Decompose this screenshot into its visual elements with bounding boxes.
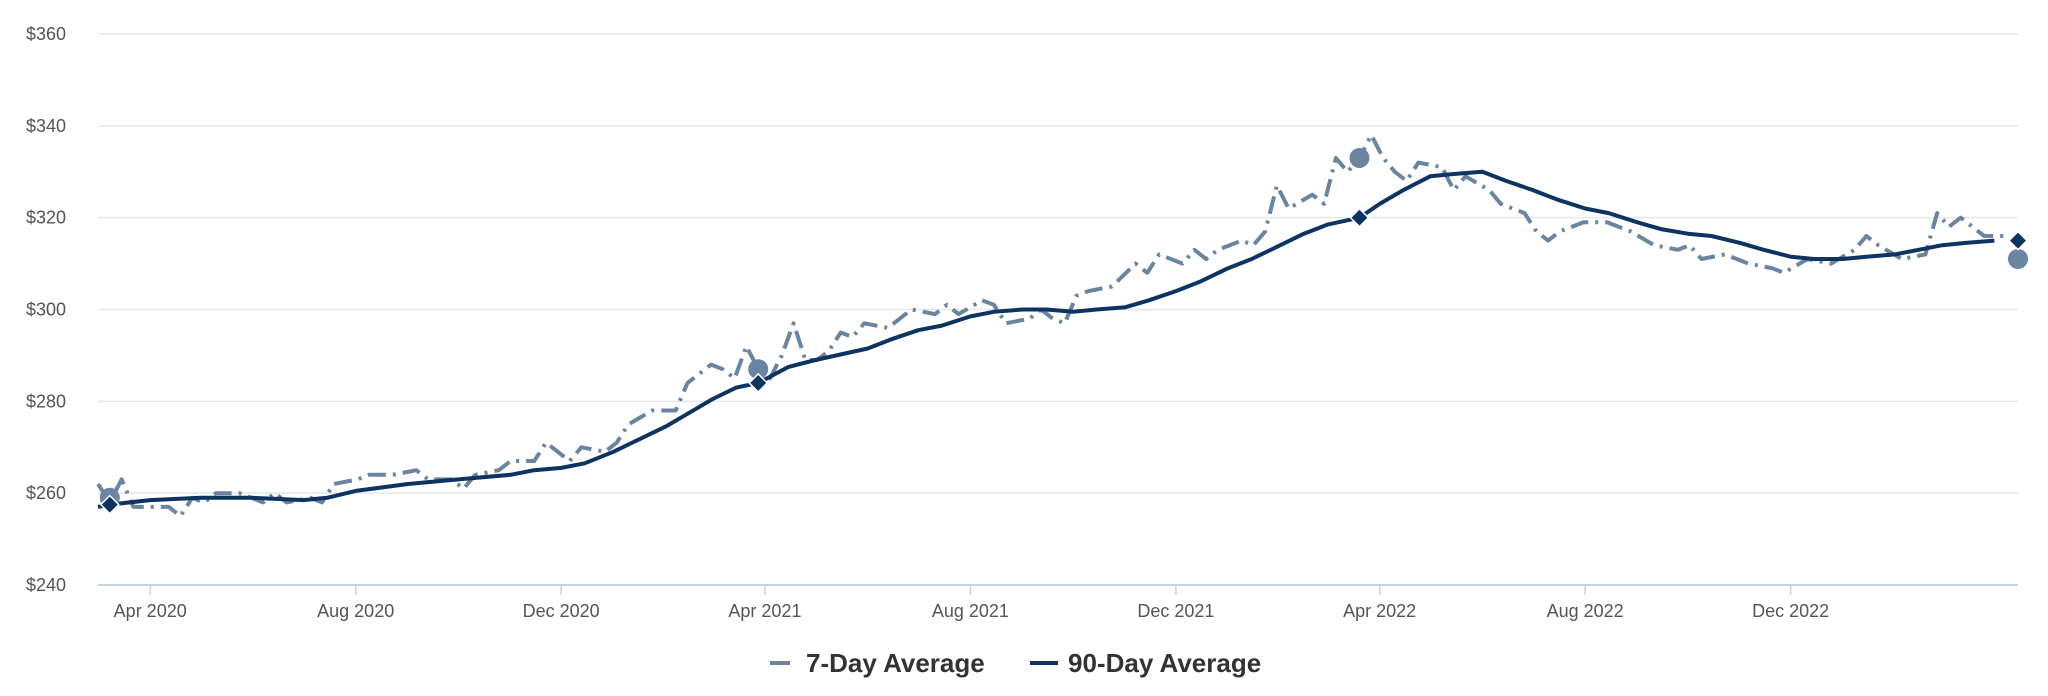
marker-7-day[interactable]: [748, 359, 769, 380]
legend[interactable]: 7-Day Average 90-Day Average: [770, 648, 1261, 678]
x-tick-label: Apr 2022: [1343, 601, 1416, 621]
series-lines: [96, 133, 2008, 519]
x-tick-label: Dec 2022: [1752, 601, 1829, 621]
x-tick-label: Aug 2022: [1547, 601, 1624, 621]
marker-90-day[interactable]: [748, 372, 769, 394]
series-line-90-day[interactable]: [97, 169, 1995, 509]
series-line-7-day[interactable]: [96, 133, 2008, 519]
marker-90-day[interactable]: [99, 494, 120, 515]
x-tick-label: Aug 2020: [317, 601, 394, 621]
x-tick-label: Aug 2021: [932, 601, 1009, 621]
marker-90-day[interactable]: [2007, 230, 2029, 251]
legend-label-90-day: 90-Day Average: [1068, 648, 1261, 678]
y-tick-label: $280: [26, 391, 66, 411]
gridlines: [98, 33, 2018, 586]
series-markers: [99, 147, 2029, 515]
y-tick-label: $240: [26, 575, 66, 595]
x-tick-label: Dec 2021: [1137, 601, 1214, 621]
x-axis-ticks: Apr 2020 Aug 2020 Dec 2020 Apr 2021 Aug 2021…: [114, 585, 1829, 621]
legend-label-7-day: 7-Day Average: [806, 648, 985, 678]
legend-item-7-day[interactable]: 7-Day Average: [770, 648, 985, 678]
marker-7-day[interactable]: [1349, 147, 1370, 168]
y-tick-label: $300: [26, 300, 66, 320]
x-tick-label: Dec 2020: [523, 601, 600, 621]
y-tick-label: $340: [26, 116, 66, 136]
marker-7-day[interactable]: [2008, 248, 2028, 269]
x-tick-label: Apr 2020: [114, 601, 187, 621]
y-tick-label: $360: [26, 24, 66, 44]
y-axis-ticks: $240 $260 $280 $300 $320 $340 $360: [26, 24, 66, 595]
marker-90-day[interactable]: [1349, 207, 1370, 228]
y-tick-label: $260: [26, 483, 66, 503]
y-tick-label: $320: [26, 208, 66, 228]
x-tick-label: Apr 2021: [728, 601, 801, 621]
legend-item-90-day[interactable]: 90-Day Average: [1030, 648, 1261, 678]
